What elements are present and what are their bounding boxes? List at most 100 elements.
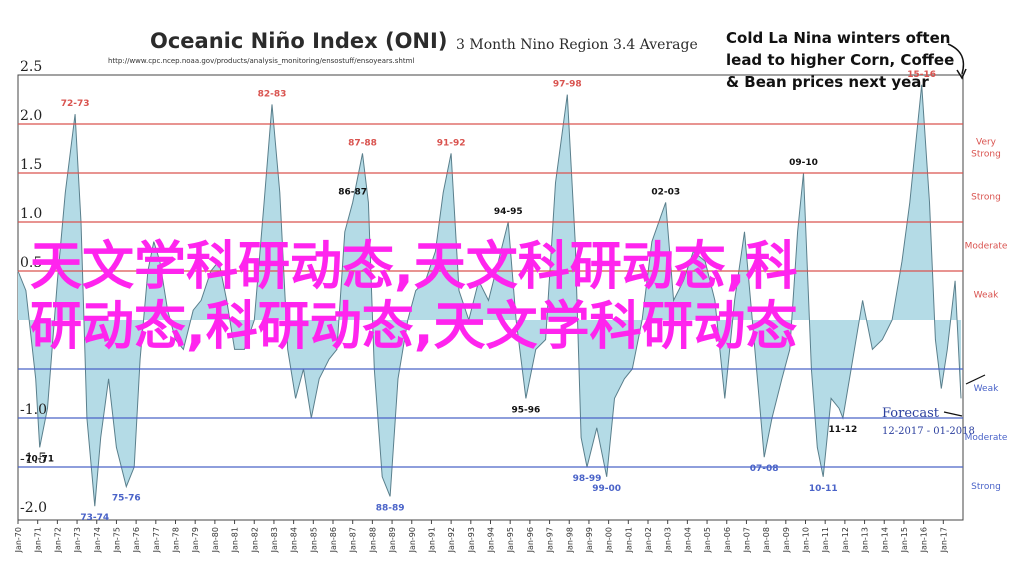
x-tick-label: Jan-05 — [703, 527, 712, 553]
callout-arrow — [947, 43, 965, 75]
forecast-range: 12-2017 - 01-2018 — [882, 426, 975, 437]
x-tick-label: Jan-71 — [34, 527, 43, 553]
event-annotation: 87-88 — [348, 138, 377, 148]
x-tick-label: Jan-88 — [368, 527, 377, 553]
y-tick-label: -2.0 — [20, 500, 47, 516]
x-tick-label: Jan-89 — [388, 527, 397, 553]
x-tick-label: Jan-97 — [546, 527, 555, 553]
event-annotation: 95-96 — [512, 405, 541, 415]
x-tick-label: Jan-00 — [605, 527, 614, 553]
x-tick-label: Jan-93 — [467, 527, 476, 553]
event-annotation: 15-16 — [907, 70, 936, 80]
x-tick-label: Jan-79 — [191, 527, 200, 553]
x-tick-label: Jan-10 — [802, 527, 811, 553]
event-annotation: 97-98 — [553, 80, 582, 90]
event-annotation: 91-92 — [437, 138, 466, 148]
x-tick-label: Jan-74 — [93, 527, 102, 553]
intensity-label: Weak — [974, 384, 999, 394]
y-tick-label: 2.5 — [20, 59, 42, 75]
x-tick-label: Jan-84 — [290, 527, 299, 553]
x-tick-label: Jan-02 — [644, 527, 653, 553]
forecast-label: Forecast — [882, 406, 940, 421]
callout-line-2: lead to higher Corn, Coffee — [726, 51, 954, 69]
x-tick-label: Jan-82 — [250, 527, 259, 553]
event-annotation: 07-08 — [750, 464, 779, 474]
y-tick-label: 1.5 — [20, 157, 42, 173]
x-tick-label: Jan-76 — [132, 527, 141, 553]
event-annotation: 09-10 — [789, 158, 818, 168]
x-tick-label: Jan-04 — [683, 527, 692, 553]
intensity-label: Very — [976, 138, 997, 148]
event-annotation: 98-99 — [573, 474, 602, 484]
x-tick-label: Jan-07 — [742, 527, 751, 553]
event-annotation: 75-76 — [112, 494, 141, 504]
oni-line — [17, 84, 962, 507]
oni-area — [18, 84, 961, 507]
x-tick-label: Jan-12 — [841, 527, 850, 553]
x-tick-label: Jan-14 — [880, 527, 889, 553]
x-tick-label: Jan-80 — [211, 527, 220, 553]
event-annotation: 11-12 — [829, 425, 858, 435]
event-annotation: 73-74 — [80, 513, 109, 523]
x-tick-label: Jan-78 — [172, 527, 181, 553]
y-tick-label: 0.5 — [20, 255, 42, 271]
intensity-label: Moderate — [965, 242, 1008, 252]
x-tick-label: Jan-13 — [861, 527, 870, 553]
x-tick-label: Jan-72 — [53, 527, 62, 553]
x-tick-label: Jan-94 — [487, 527, 496, 553]
x-tick-label: Jan-87 — [349, 527, 358, 553]
x-tick-label: Jan-03 — [664, 527, 673, 553]
chart-subtitle: 3 Month Nino Region 3.4 Average — [456, 37, 698, 53]
x-tick-label: Jan-83 — [270, 527, 279, 553]
forecast-arrow-top — [965, 374, 986, 385]
x-tick-label: Jan-09 — [782, 527, 791, 553]
intensity-label: Strong — [971, 482, 1001, 492]
x-tick-label: Jan-15 — [900, 527, 909, 553]
x-tick-label: Jan-99 — [585, 527, 594, 553]
x-tick-label: Jan-77 — [152, 527, 161, 553]
x-tick-label: Jan-75 — [112, 527, 121, 553]
x-tick-label: Jan-17 — [939, 527, 948, 553]
x-tick-label: Jan-70 — [14, 527, 23, 553]
x-tick-label: Jan-08 — [762, 527, 771, 553]
event-annotation: 02-03 — [651, 187, 680, 197]
intensity-label: Strong — [971, 150, 1001, 160]
y-tick-label: -1.5 — [20, 451, 47, 467]
x-tick-label: Jan-98 — [565, 527, 574, 553]
intensity-label: Strong — [971, 193, 1001, 203]
x-tick-label: Jan-91 — [427, 527, 436, 553]
event-annotation: 82-83 — [258, 89, 287, 99]
event-annotation: 70-71 — [25, 454, 54, 464]
watermark-line-1: 天文学科研动态,天文科研动态,科 — [30, 237, 798, 297]
x-tick-label: Jan-73 — [73, 527, 82, 553]
watermark-line-2: 研动态,科研动态,天文学科研动态 — [30, 297, 798, 357]
x-tick-label: Jan-06 — [723, 527, 732, 553]
x-tick-label: Jan-01 — [624, 527, 633, 553]
x-tick-label: Jan-86 — [329, 527, 338, 553]
event-annotation: 72-73 — [61, 99, 90, 109]
x-tick-label: Jan-90 — [408, 527, 417, 553]
x-tick-label: Jan-96 — [526, 527, 535, 553]
source-url: http://www.cpc.ncep.noaa.gov/products/an… — [108, 57, 414, 65]
x-tick-label: Jan-92 — [447, 527, 456, 553]
event-annotation: 99-00 — [592, 484, 621, 494]
forecast-arrow — [943, 411, 963, 417]
x-tick-label: Jan-11 — [821, 527, 830, 553]
x-tick-label: Jan-81 — [231, 527, 240, 553]
callout-arrowhead — [956, 68, 967, 80]
chart-title: Oceanic Niño Index (ONI) — [150, 29, 447, 53]
callout-line-1: Cold La Nina winters often — [726, 29, 950, 47]
intensity-label: Weak — [974, 291, 999, 301]
intensity-label: Moderate — [965, 433, 1008, 443]
y-tick-label: 2.0 — [20, 108, 42, 124]
y-tick-label: -1.0 — [20, 402, 47, 418]
y-tick-label: 1.0 — [20, 206, 42, 222]
event-annotation: 10-11 — [809, 484, 838, 494]
x-tick-label: Jan-95 — [506, 527, 515, 553]
event-annotation: 86-87 — [338, 187, 367, 197]
event-annotation: 94-95 — [494, 207, 523, 217]
event-annotation: 88-89 — [376, 503, 405, 513]
callout-line-3: & Bean prices next year — [726, 73, 929, 91]
x-tick-label: Jan-16 — [920, 527, 929, 553]
